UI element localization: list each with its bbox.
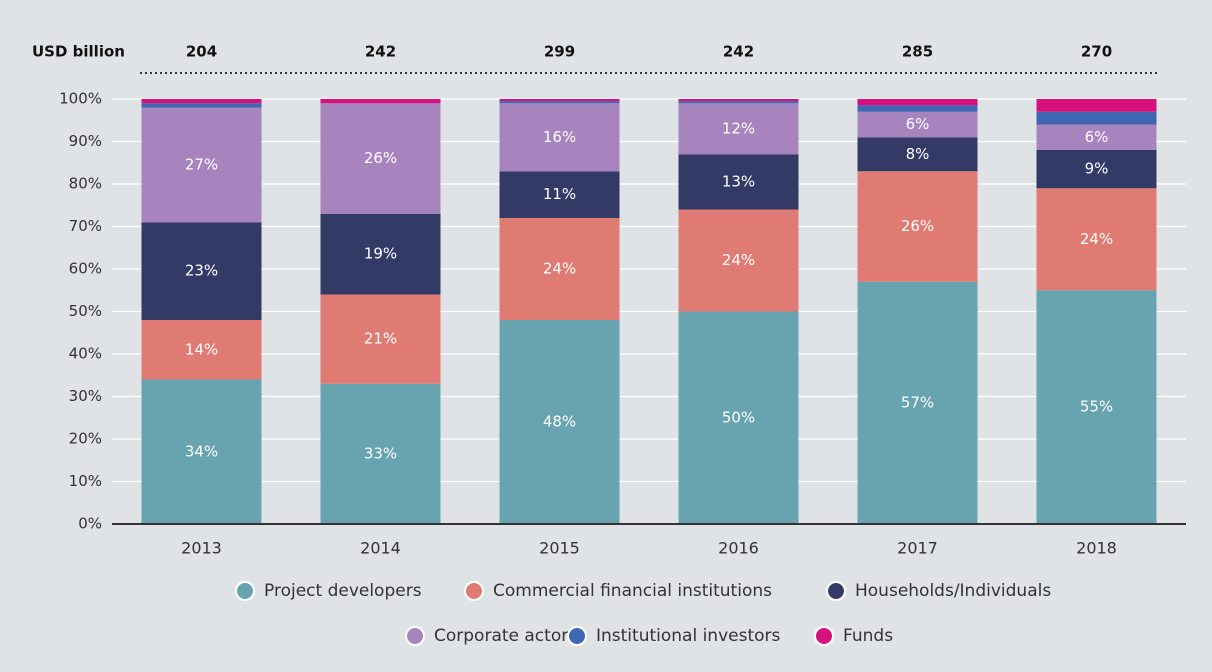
bar-segment: [678, 103, 799, 155]
x-tick-label: 2018: [1076, 539, 1117, 558]
bar-segment: [678, 311, 799, 524]
data-label: 27%: [185, 155, 218, 173]
bar-segment: [141, 107, 262, 223]
legend-label: Funds: [843, 626, 893, 646]
y-tick-label: 60%: [69, 260, 102, 278]
x-tick-label: 2016: [718, 539, 759, 558]
total-label: 270: [1081, 43, 1112, 61]
legend-marker: [405, 626, 425, 646]
bar-segment: [678, 99, 799, 102]
legend-label: Project developers: [264, 581, 422, 601]
x-tick-label: 2013: [181, 539, 222, 558]
x-tick-label: 2014: [360, 539, 401, 558]
data-label: 8%: [906, 145, 930, 163]
data-label: 50%: [722, 408, 755, 426]
y-tick-label: 100%: [59, 90, 102, 108]
bar-segment: [499, 101, 620, 104]
bar-segment: [1036, 99, 1157, 112]
bar-segment: [1036, 290, 1157, 524]
bar-segment: [499, 218, 620, 320]
totals-label: USD billion: [32, 43, 125, 61]
data-label: 24%: [722, 251, 755, 269]
total-label: 242: [723, 43, 754, 61]
bar-segment: [320, 99, 441, 104]
data-label: 14%: [185, 340, 218, 358]
data-label: 34%: [185, 442, 218, 460]
bar-segment: [678, 101, 799, 104]
legend-marker: [235, 581, 255, 601]
data-label: 48%: [543, 413, 576, 431]
data-label: 24%: [1080, 230, 1113, 248]
bar-segment: [499, 320, 620, 524]
legend-marker: [567, 626, 587, 646]
bar-segment: [1036, 188, 1157, 291]
data-label: 21%: [364, 330, 397, 348]
bar-segment: [320, 294, 441, 384]
y-tick-label: 0%: [78, 515, 102, 533]
legend-marker: [464, 581, 484, 601]
bar-segment: [1036, 111, 1157, 125]
bar-segment: [141, 320, 262, 380]
legend-label: Corporate actors: [434, 626, 577, 646]
legend-label: Commercial financial institutions: [493, 581, 772, 601]
total-label: 242: [365, 43, 396, 61]
y-tick-label: 20%: [69, 430, 102, 448]
data-label: 55%: [1080, 398, 1113, 416]
y-tick-label: 80%: [69, 175, 102, 193]
bar-segment: [857, 99, 978, 106]
legend-marker: [826, 581, 846, 601]
x-tick-label: 2015: [539, 539, 580, 558]
bar-segment: [857, 137, 978, 172]
y-tick-label: 70%: [69, 217, 102, 235]
legend-marker: [814, 626, 834, 646]
data-label: 13%: [722, 172, 755, 190]
total-label: 299: [544, 43, 575, 61]
bar-segment: [499, 171, 620, 218]
bar-segment: [320, 383, 441, 524]
data-label: 6%: [906, 115, 930, 133]
bar-segment: [499, 103, 620, 172]
bar-segment: [857, 105, 978, 112]
y-tick-label: 50%: [69, 302, 102, 320]
bar-segment: [141, 103, 262, 108]
bar-segment: [678, 154, 799, 210]
bar-segment: [141, 99, 262, 104]
bar-segment: [141, 222, 262, 320]
data-label: 26%: [901, 217, 934, 235]
legend-label: Households/Individuals: [855, 581, 1051, 601]
y-tick-label: 40%: [69, 345, 102, 363]
legend-label: Institutional investors: [596, 626, 781, 646]
bar-segment: [1036, 150, 1157, 189]
total-label: 204: [186, 43, 217, 61]
bar-segment: [141, 379, 262, 524]
total-label: 285: [902, 43, 933, 61]
data-label: 33%: [364, 444, 397, 462]
x-tick-label: 2017: [897, 539, 938, 558]
y-tick-label: 30%: [69, 387, 102, 405]
bar-segment: [320, 213, 441, 295]
bar-segment: [320, 103, 441, 214]
data-label: 11%: [543, 185, 576, 203]
y-tick-label: 90%: [69, 132, 102, 150]
data-label: 9%: [1085, 160, 1109, 178]
bar-segment: [678, 209, 799, 312]
data-label: 24%: [543, 260, 576, 278]
y-tick-label: 10%: [69, 472, 102, 490]
bar-segment: [857, 281, 978, 524]
data-label: 57%: [901, 393, 934, 411]
bar-segment: [857, 171, 978, 282]
data-label: 12%: [722, 119, 755, 137]
data-label: 16%: [543, 128, 576, 146]
bar-segment: [857, 111, 978, 138]
data-label: 6%: [1085, 128, 1109, 146]
bar-segment: [499, 99, 620, 102]
bar-segment: [1036, 124, 1157, 150]
data-label: 19%: [364, 245, 397, 263]
data-label: 26%: [364, 149, 397, 167]
data-label: 23%: [185, 262, 218, 280]
